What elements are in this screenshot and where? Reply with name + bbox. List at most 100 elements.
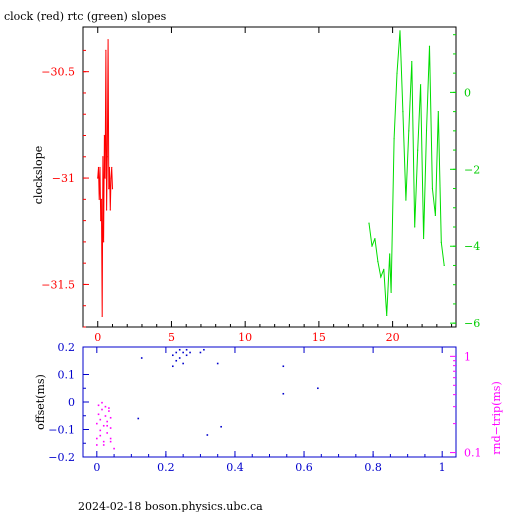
data-point-offset	[282, 392, 285, 395]
data-point-rnd-trip	[106, 420, 108, 423]
top-y-axis-label: clockslope	[32, 146, 45, 204]
bottom-y-axis-label: offset(ms)	[34, 374, 47, 430]
data-point-rtc	[411, 61, 413, 63]
data-point-rtc	[402, 111, 404, 113]
y-left-tick-label: −0.2	[48, 451, 75, 464]
top-y-left-axis: −30.5 −31 −31.5	[41, 49, 89, 328]
top-series	[97, 30, 445, 317]
data-point-rtc	[389, 253, 391, 255]
data-point-rnd-trip	[96, 422, 98, 425]
data-point-offset	[140, 357, 143, 359]
data-point-clock	[105, 209, 108, 211]
data-point-offset	[203, 348, 205, 351]
bottom-panel: 0 0.2 0.4 0.6 0.8 1 0.20.10−0.1−0.2 10.1 offs…	[34, 341, 503, 474]
data-point-rnd-trip	[99, 429, 102, 432]
bottom-plot-frame	[82, 346, 457, 458]
data-point-rnd-trip	[106, 424, 108, 427]
data-point-offset	[199, 351, 202, 354]
data-point-rtc	[428, 45, 431, 47]
data-point-rnd-trip	[109, 416, 112, 419]
y-right-tick-label: 0	[464, 86, 471, 99]
data-point-rtc	[377, 261, 379, 263]
data-point-rtc	[440, 241, 442, 243]
data-point-clock	[110, 177, 112, 179]
x-tick-label: 0.4	[226, 461, 244, 474]
data-point-rnd-trip	[108, 410, 110, 412]
data-point-clock	[101, 315, 103, 317]
y-left-tick-label: 0.1	[58, 369, 76, 382]
data-point-rnd-trip	[102, 440, 105, 443]
data-point-rnd-trip	[109, 437, 112, 440]
top-x-ticks: 0 5 10 15 20	[82, 27, 453, 344]
x-tick-label: 0	[93, 461, 100, 474]
x-tick-label: 0.6	[295, 461, 313, 474]
data-point-rtc	[386, 314, 388, 317]
data-point-rtc	[414, 226, 416, 228]
data-point-rnd-trip	[109, 440, 112, 443]
data-point-rnd-trip	[97, 413, 100, 416]
data-point-offset	[182, 351, 184, 354]
data-point-rtc	[396, 72, 398, 74]
data-point-rtc	[368, 222, 370, 224]
data-point-rtc	[380, 276, 382, 278]
data-point-clock	[100, 198, 103, 200]
data-point-rnd-trip	[106, 432, 108, 434]
data-point-offset	[175, 351, 178, 354]
data-point-clock	[102, 156, 104, 158]
series-line-rtc	[368, 30, 445, 316]
y-left-tick-label: −31	[52, 172, 75, 185]
data-point-rtc	[393, 137, 395, 140]
data-point-clock	[111, 188, 114, 190]
data-point-rtc	[431, 187, 434, 190]
data-point-rtc	[399, 30, 401, 32]
data-point-rnd-trip	[101, 408, 103, 411]
data-point-offset	[137, 417, 140, 420]
x-tick-label: 15	[312, 331, 326, 344]
footer-text: 2024-02-18 boson.physics.ubc.ca	[78, 500, 263, 512]
data-point-rtc	[434, 214, 436, 217]
data-point-clock	[103, 134, 105, 137]
data-point-clock	[97, 177, 99, 179]
y-left-tick-label: −30.5	[41, 66, 75, 79]
data-point-rtc	[405, 199, 407, 201]
data-point-rnd-trip	[99, 434, 102, 437]
data-point-clock	[109, 209, 111, 211]
x-tick-label: 5	[168, 331, 175, 344]
x-tick-label: 10	[238, 331, 252, 344]
data-point-rtc	[383, 268, 385, 270]
data-point-rnd-trip	[108, 407, 110, 409]
y-right-tick-label: −2	[464, 163, 480, 176]
top-plot-frame	[82, 26, 457, 328]
y-right-tick-label: −4	[464, 240, 480, 253]
data-point-offset	[178, 348, 181, 351]
data-point-rnd-trip	[102, 424, 105, 427]
data-point-rnd-trip	[113, 447, 115, 450]
x-tick-label: 0.8	[364, 461, 382, 474]
data-point-offset	[185, 354, 188, 357]
x-tick-label: 20	[386, 331, 400, 344]
data-point-clock	[108, 188, 110, 190]
data-point-rtc	[390, 291, 392, 293]
data-point-rtc	[374, 237, 376, 240]
data-point-offset	[206, 434, 209, 436]
data-point-clock	[106, 156, 108, 158]
data-point-rnd-trip	[96, 444, 98, 446]
data-point-rtc	[417, 149, 419, 151]
bottom-x-ticks: 0 0.2 0.4 0.6 0.8 1	[93, 347, 446, 474]
y-left-tick-label: −31.5	[41, 278, 75, 291]
data-point-clock	[111, 166, 113, 169]
data-point-rtc	[422, 237, 425, 240]
data-point-clock	[97, 166, 100, 169]
data-point-clock	[99, 166, 101, 169]
bottom-y-left-axis: 0.2 0.1 0 −0.1 −0.2	[48, 341, 89, 464]
data-point-rtc	[408, 130, 410, 132]
data-point-clock	[107, 39, 109, 41]
top-panel: 0 5 10 15 20 −30.5 −31 −31.5 0 −2 −4 −6 clockslop…	[32, 26, 480, 344]
data-point-offset	[175, 359, 178, 362]
data-point-rtc	[443, 264, 445, 267]
data-point-clock	[103, 241, 105, 243]
data-point-offset	[178, 357, 181, 359]
y-right-tick-label: 0.1	[464, 447, 482, 460]
data-point-clock	[105, 49, 107, 52]
